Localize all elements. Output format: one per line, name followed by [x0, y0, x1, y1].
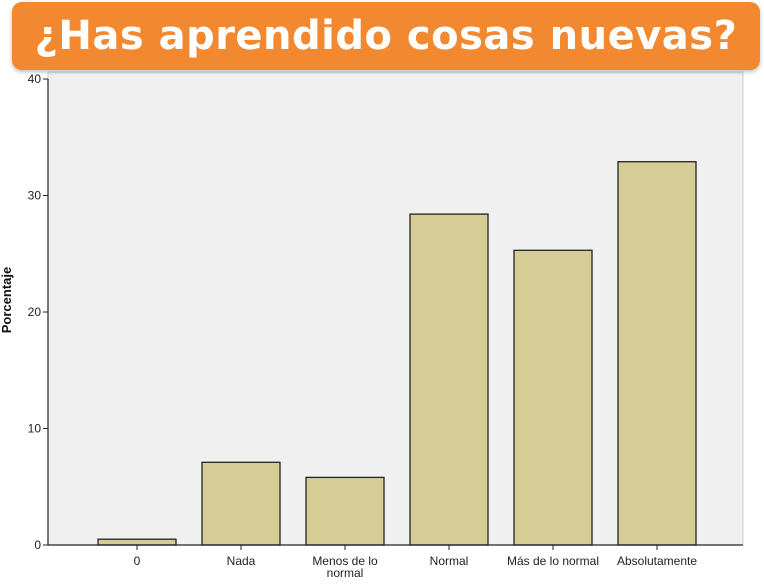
x-tick-label: Absolutamente	[617, 554, 697, 568]
page-title: ¿Has aprendido cosas nuevas?	[34, 13, 738, 59]
y-tick-label: 20	[28, 305, 42, 319]
title-banner: ¿Has aprendido cosas nuevas?	[12, 2, 760, 70]
y-axis-title: Porcentaje	[0, 267, 14, 333]
y-tick-label: 10	[28, 422, 42, 436]
x-tick-label: Menos de lo normal	[312, 554, 378, 580]
bar-4	[513, 249, 593, 546]
y-tick-label: 40	[28, 72, 42, 86]
y-tick-label: 0	[34, 538, 41, 552]
bar-2	[305, 476, 385, 546]
bar-3	[409, 213, 489, 546]
bar-0	[97, 538, 177, 546]
x-tick-label: 0	[134, 554, 141, 568]
x-tick-label: Más de lo normal	[507, 554, 599, 568]
bar-1	[201, 461, 281, 546]
x-tick-label: Normal	[430, 554, 469, 568]
y-tick-label: 30	[28, 189, 42, 203]
x-tick-label: Nada	[227, 554, 256, 568]
bar-5	[617, 161, 697, 546]
